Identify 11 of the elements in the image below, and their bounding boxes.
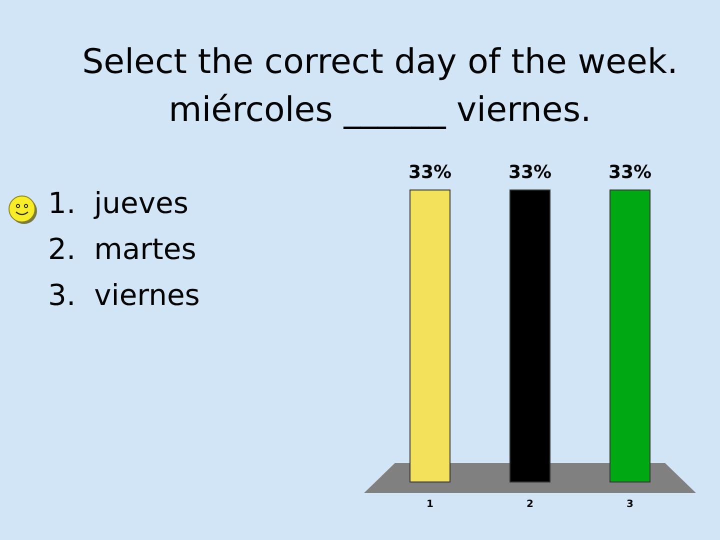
data-label: 33%	[508, 162, 552, 183]
chart-subtitle: miércoles ______ viernes.	[168, 90, 592, 130]
data-label: 33%	[408, 162, 452, 183]
text: 2. martes	[48, 232, 196, 266]
x-tick-label: 1	[426, 499, 434, 510]
text: 3. viernes	[48, 278, 200, 312]
chart-title: Select the correct day of the week.	[82, 42, 678, 82]
x-tick-label: 3	[626, 499, 634, 510]
x-tick-label: 2	[526, 499, 534, 510]
data-label: 33%	[608, 162, 652, 183]
text: 1. jueves	[48, 186, 188, 220]
